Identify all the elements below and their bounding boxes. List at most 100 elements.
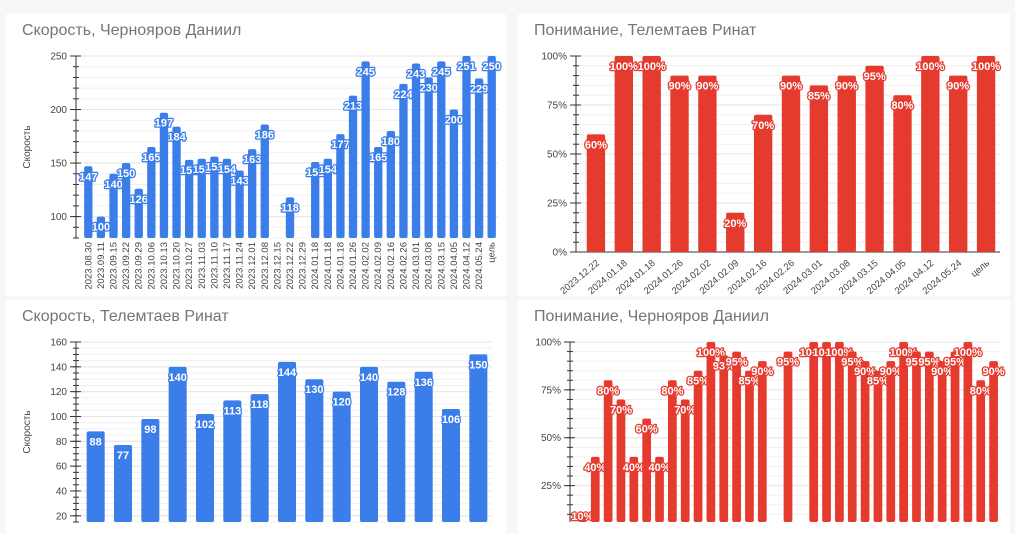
x-tick-label: 2024.02.16 [386,242,397,290]
data-label: 140 [360,372,378,384]
data-label: 100% [825,347,853,359]
data-label: 95% [918,357,940,369]
data-label: 90% [854,366,876,378]
bar [411,63,421,239]
bar [277,361,297,522]
bar [837,75,856,252]
data-label: 100% [697,347,725,359]
bar [753,114,773,252]
data-label: 150 [117,168,135,180]
data-label: 243 [407,68,425,80]
bar [835,342,844,522]
bar [949,75,968,252]
data-label: 250 [483,61,501,73]
data-label: 100% [916,61,944,73]
x-tick-label: 2023.11.03 [197,242,208,289]
x-tick-label: 2023.10.13 [159,242,170,290]
bar [865,65,884,252]
bar [250,394,269,522]
data-label: 151 [180,165,198,177]
bar [424,77,433,238]
bar [386,130,396,238]
bar [359,366,379,522]
bar [924,351,934,522]
x-tick-label: 2024.03.08 [424,242,435,290]
bar [248,149,257,238]
x-tick-label: 2023.11.10 [209,242,220,289]
data-label: 102 [196,419,214,431]
data-label: 90% [780,81,802,93]
data-label: 245 [356,66,374,78]
bar [698,75,717,252]
data-label: 70% [610,404,632,416]
y-tick-label: 200 [50,105,67,116]
y-axis-label: Скорость [22,125,33,168]
y-tick-label: 20 [56,511,68,522]
x-tick-label: 2023.12.08 [260,242,271,290]
x-tick-label: 2024.05.24 [474,242,485,290]
y-tick-label: 140 [50,362,67,373]
bar [474,78,484,238]
bar [113,445,133,522]
data-label: 93% [713,360,735,372]
chart-title: Скорость, Чернояров Даниил [22,22,242,39]
data-label: 152 [205,162,223,174]
x-tick-label: 2023.10.27 [184,242,195,290]
data-label: 80% [891,100,913,112]
x-tick-label: 2024.04.12 [461,242,472,290]
data-label: 90% [696,81,718,93]
data-label: 200 [445,115,463,127]
bar [989,361,998,522]
bar [147,147,156,238]
y-tick-label: 75% [547,101,567,112]
bar [726,212,745,252]
bar [680,399,690,522]
data-label: 90% [836,81,858,93]
x-tick-label: 2024.01.18 [323,242,334,290]
data-label: 213 [344,101,362,113]
y-tick-label: 80 [56,437,68,448]
data-label: 224 [394,89,413,101]
bar [168,366,187,522]
data-label: 186 [256,130,274,142]
data-label: 40% [648,462,670,474]
data-label: 20% [724,218,746,230]
y-tick-label: 100 [50,412,67,423]
bar [950,351,960,522]
bar [655,456,664,522]
data-label: 95% [944,357,966,369]
x-tick-label: 2024.01.18 [335,242,346,290]
y-tick-label: 0% [553,248,568,259]
data-label: 90% [983,366,1005,378]
x-tick-label: цель [969,258,992,280]
chart-title: Понимание, Чернояров Даниил [534,308,770,325]
bar [374,147,383,238]
bar [693,370,703,522]
bar [332,391,351,522]
data-label: 100% [972,61,1000,73]
data-label: 100% [954,347,982,359]
x-tick-label: 2023.08.30 [83,242,94,290]
bar [361,61,370,239]
chart-speed-telemtaev: 20 40 60 80 100 120 140 160 Скорость 88 77 98 140 102… [22,338,492,523]
x-tick-label: 2023.10.20 [172,242,183,290]
y-tick-label: 160 [50,338,67,349]
bar [172,126,181,238]
y-axis-label: Скорость [22,410,33,453]
data-label: 130 [305,384,323,396]
data-label: 40% [584,462,606,474]
bar [809,342,819,522]
data-label: 180 [382,136,400,148]
bar [976,56,996,252]
bar [399,83,408,238]
data-label: 128 [387,387,405,399]
data-label: 113 [223,405,241,417]
data-label: 90% [947,81,969,93]
bar [886,361,896,522]
data-label: 95% [777,357,799,369]
data-label: 100% [812,347,840,359]
data-label: 95% [726,357,748,369]
data-label: 154 [319,164,338,176]
x-tick-label: 2023.09.15 [109,242,120,290]
data-label: 165 [369,152,387,164]
